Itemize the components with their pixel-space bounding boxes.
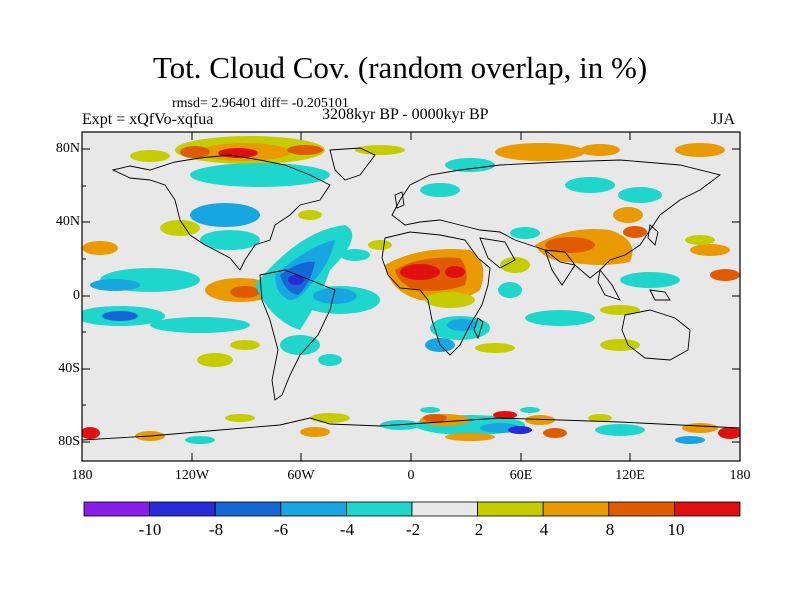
anomaly-antarctic [82,407,740,444]
colorbar-swatch [214,501,282,517]
y-tick-label: 80N [55,141,80,156]
x-tick-label: 120E [615,468,645,483]
colorbar-label: 2 [474,520,484,539]
colorbar-swatch [149,501,216,517]
x-tick-marks [81,132,741,461]
colorbar-swatch [345,501,413,517]
colorbar-swatch [411,501,478,517]
colorbar-label: 8 [605,520,615,539]
y-tick-label: 40S [58,361,80,376]
colorbar-label: -6 [273,520,289,539]
colorbar-swatch [674,501,741,517]
colorbar-label: 10 [667,520,685,539]
x-tick-label: 180 [71,468,93,483]
x-tick-label: 60W [287,468,315,483]
y-tick-marks [82,148,740,443]
colorbar-swatch [542,501,610,517]
stats-text: rmsd= 2.96401 diff= -0.205101 [172,96,349,111]
colorbar-swatch [477,501,544,517]
x-tick-label: 180 [729,468,751,483]
x-tick-label: 60E [509,468,533,483]
map-title: Tot. Cloud Cov. (random overlap, in %) [152,50,648,85]
colorbar-label: -8 [208,520,224,539]
y-tick-label: 0 [73,288,80,303]
season-label: JJA [711,111,736,128]
x-tick-label: 0 [407,468,415,483]
anomaly-africa-asia [385,207,740,353]
anomaly-americas [82,163,330,367]
colorbar-label: -4 [339,520,355,539]
colorbar [83,501,741,517]
colorbar-swatch [608,501,675,517]
anomaly-field [82,136,740,444]
x-tick-label: 120W [174,468,210,483]
y-tick-label: 80S [58,434,80,449]
colorbar-label: -10 [138,520,162,539]
y-tick-label: 40N [55,214,80,229]
colorbar-label: -2 [405,520,421,539]
coastlines [82,147,740,441]
colorbar-swatch [280,501,347,517]
period-label: 3208kyr BP - 0000kyr BP [322,106,489,123]
experiment-label: Expt = xQfVo-xqfua [82,111,214,128]
colorbar-label: 4 [539,520,549,539]
colorbar-swatch [83,501,150,517]
